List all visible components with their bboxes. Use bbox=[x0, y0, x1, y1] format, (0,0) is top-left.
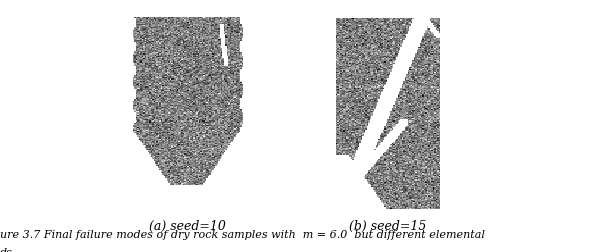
Text: (a) seed=10: (a) seed=10 bbox=[150, 219, 226, 232]
Text: ds.: ds. bbox=[0, 247, 16, 252]
Text: (b) seed=15: (b) seed=15 bbox=[349, 219, 427, 232]
Text: ure 3.7 Final failure modes of dry rock samples with  m = 6.0  but different ele: ure 3.7 Final failure modes of dry rock … bbox=[0, 229, 485, 239]
